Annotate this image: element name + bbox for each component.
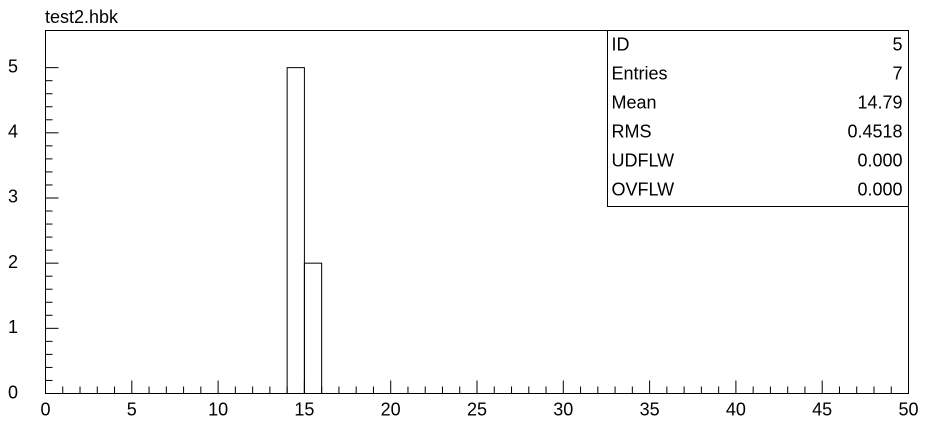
stats-label: RMS — [612, 121, 652, 141]
chart-title: test2.hbk — [45, 7, 119, 27]
y-tick-label: 3 — [8, 187, 18, 207]
stats-label: OVFLW — [612, 179, 675, 199]
y-tick-label: 0 — [8, 382, 18, 402]
stats-label: Entries — [612, 63, 668, 83]
stats-value: 0.000 — [857, 150, 902, 170]
x-tick-label: 25 — [467, 399, 487, 419]
y-tick-label: 2 — [8, 252, 18, 272]
stats-label: Mean — [612, 92, 657, 112]
x-tick-label: 30 — [553, 399, 573, 419]
x-tick-label: 45 — [812, 399, 832, 419]
x-tick-label: 50 — [898, 399, 918, 419]
stats-label: ID — [612, 34, 630, 54]
y-tick-label: 5 — [8, 56, 18, 76]
stats-value: 0.4518 — [847, 121, 902, 141]
x-tick-label: 10 — [208, 399, 228, 419]
y-tick-label: 1 — [8, 317, 18, 337]
x-tick-label: 5 — [127, 399, 137, 419]
stats-box — [607, 30, 909, 207]
x-tick-label: 20 — [381, 399, 401, 419]
stats-value: 14.79 — [857, 92, 902, 112]
x-tick-label: 15 — [294, 399, 314, 419]
x-tick-label: 40 — [726, 399, 746, 419]
stats-label: UDFLW — [612, 150, 675, 170]
x-tick-label: 0 — [40, 399, 50, 419]
stats-value: 0.000 — [857, 179, 902, 199]
histogram-bar — [286, 67, 305, 394]
stats-value: 7 — [892, 63, 902, 83]
x-tick-label: 35 — [640, 399, 660, 419]
y-tick-label: 4 — [8, 122, 18, 142]
histogram-bar — [303, 262, 323, 394]
stats-value: 5 — [892, 34, 902, 54]
